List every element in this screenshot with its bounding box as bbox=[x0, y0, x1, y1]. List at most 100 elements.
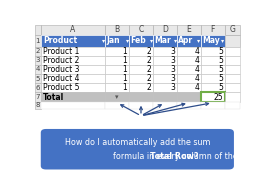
Bar bbox=[35, 56, 41, 65]
Bar bbox=[41, 74, 105, 83]
Bar bbox=[201, 56, 225, 65]
Text: Total Row?: Total Row? bbox=[150, 152, 199, 161]
Text: 5: 5 bbox=[218, 74, 223, 83]
Text: 4: 4 bbox=[194, 65, 199, 74]
Bar bbox=[225, 74, 240, 83]
Bar bbox=[177, 56, 201, 65]
Bar bbox=[153, 65, 177, 74]
Bar bbox=[105, 65, 129, 74]
Bar bbox=[177, 83, 201, 92]
Bar bbox=[153, 102, 177, 109]
Bar bbox=[105, 92, 129, 102]
Bar bbox=[201, 102, 225, 109]
Text: How do I automatically add the sum: How do I automatically add the sum bbox=[65, 138, 210, 147]
Text: 1: 1 bbox=[123, 47, 127, 56]
Bar bbox=[35, 74, 41, 83]
Text: Product 1: Product 1 bbox=[43, 47, 79, 56]
Bar bbox=[225, 56, 240, 65]
Bar bbox=[201, 65, 225, 74]
Bar bbox=[41, 102, 105, 109]
Bar bbox=[153, 74, 177, 83]
Text: 4: 4 bbox=[194, 74, 199, 83]
Text: B: B bbox=[114, 25, 120, 34]
Text: 5: 5 bbox=[218, 47, 223, 56]
Text: 5: 5 bbox=[218, 56, 223, 65]
Text: 3: 3 bbox=[170, 74, 175, 83]
Bar bbox=[225, 35, 240, 47]
Bar bbox=[35, 47, 41, 56]
Text: Apr: Apr bbox=[178, 36, 193, 45]
Bar bbox=[105, 56, 129, 65]
Text: Product 3: Product 3 bbox=[43, 65, 79, 74]
Bar bbox=[225, 83, 240, 92]
Text: 6: 6 bbox=[36, 85, 40, 91]
Bar bbox=[177, 65, 201, 74]
Text: 4: 4 bbox=[194, 56, 199, 65]
Text: D: D bbox=[162, 25, 168, 34]
Text: C: C bbox=[138, 25, 144, 34]
Bar bbox=[153, 56, 177, 65]
Bar bbox=[41, 83, 105, 92]
Text: G: G bbox=[229, 25, 235, 34]
Bar bbox=[177, 25, 201, 35]
Bar bbox=[41, 35, 105, 47]
Bar bbox=[201, 47, 225, 56]
Bar bbox=[105, 83, 129, 92]
Bar bbox=[225, 102, 240, 109]
Bar bbox=[35, 92, 41, 102]
Bar bbox=[35, 35, 41, 47]
Text: 2: 2 bbox=[147, 74, 151, 83]
Bar bbox=[153, 35, 177, 47]
Text: 2: 2 bbox=[147, 65, 151, 74]
Text: ▾: ▾ bbox=[102, 38, 105, 43]
Bar bbox=[225, 47, 240, 56]
Bar bbox=[201, 83, 225, 92]
Text: ▾: ▾ bbox=[174, 38, 177, 43]
Text: Total: Total bbox=[43, 93, 64, 102]
Text: 1: 1 bbox=[36, 38, 40, 44]
Text: 4: 4 bbox=[194, 83, 199, 92]
Bar bbox=[105, 35, 129, 47]
Text: ▾: ▾ bbox=[126, 38, 129, 43]
Text: A: A bbox=[70, 25, 76, 34]
Text: 4: 4 bbox=[194, 47, 199, 56]
Bar bbox=[153, 47, 177, 56]
Text: 2: 2 bbox=[147, 83, 151, 92]
Bar bbox=[129, 65, 153, 74]
Text: Product: Product bbox=[43, 36, 77, 45]
Bar bbox=[177, 35, 201, 47]
Bar bbox=[41, 92, 105, 102]
Bar bbox=[35, 25, 41, 35]
Text: 5: 5 bbox=[218, 65, 223, 74]
Text: Mar: Mar bbox=[154, 36, 171, 45]
Bar bbox=[153, 92, 177, 102]
Text: 5: 5 bbox=[36, 76, 40, 82]
Bar bbox=[129, 92, 153, 102]
Text: 7: 7 bbox=[36, 94, 40, 100]
Text: formula in every column of the Total Row?: formula in every column of the Total Row… bbox=[53, 152, 222, 161]
Text: 3: 3 bbox=[36, 57, 40, 63]
Bar bbox=[225, 65, 240, 74]
Bar bbox=[201, 25, 225, 35]
Text: 2: 2 bbox=[147, 56, 151, 65]
Bar bbox=[129, 25, 153, 35]
Text: Product 4: Product 4 bbox=[43, 74, 79, 83]
Bar bbox=[41, 65, 105, 74]
Text: 1: 1 bbox=[123, 56, 127, 65]
Text: 3: 3 bbox=[170, 65, 175, 74]
Text: 1: 1 bbox=[123, 83, 127, 92]
Text: Product 5: Product 5 bbox=[43, 83, 79, 92]
Text: 1: 1 bbox=[123, 65, 127, 74]
Bar bbox=[225, 92, 240, 102]
Text: 8: 8 bbox=[36, 102, 40, 108]
Text: Product 2: Product 2 bbox=[43, 56, 79, 65]
Bar bbox=[35, 65, 41, 74]
Bar bbox=[35, 102, 41, 109]
Bar bbox=[129, 83, 153, 92]
Text: ▾: ▾ bbox=[115, 94, 119, 100]
Text: 5: 5 bbox=[218, 83, 223, 92]
Bar bbox=[177, 47, 201, 56]
Bar bbox=[177, 102, 201, 109]
Bar bbox=[41, 25, 105, 35]
Bar bbox=[105, 47, 129, 56]
